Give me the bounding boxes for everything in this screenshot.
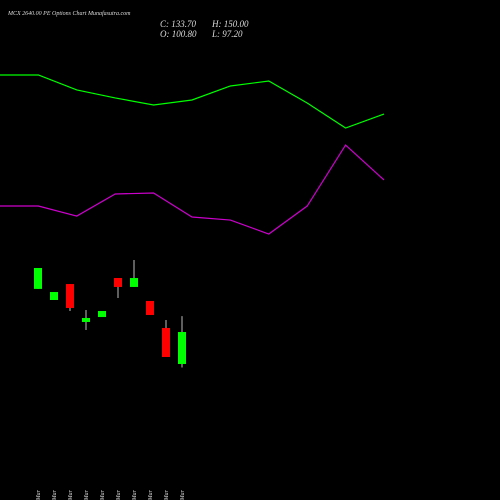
x-tick-label: 16 Mar [148, 489, 154, 500]
x-tick-label: 13 Mar [132, 489, 138, 500]
ohlc-low: L: 97.20 [211, 29, 243, 39]
x-tick-label: 18 Mar [180, 489, 186, 500]
ohlc-high: H: 150.00 [211, 19, 249, 29]
x-tick-label: 17 Mar [164, 489, 170, 500]
candle-body [34, 267, 42, 289]
candle-body [162, 328, 170, 358]
x-tick-label: 10 Mar [84, 489, 90, 500]
candle-body [178, 332, 186, 365]
x-tick-label: 11 Mar [100, 489, 106, 500]
ohlc-close: C: 133.70 [160, 19, 197, 29]
candle-body [130, 278, 138, 287]
candle-body [50, 292, 58, 300]
candle-body [98, 310, 106, 318]
indicator-line [0, 74, 385, 129]
candle-body [146, 300, 154, 315]
ohlc-open: O: 100.80 [160, 29, 197, 39]
chart-title: MCX 2640.00 PE Options Chart Munafasutra… [7, 10, 131, 17]
candle-body [66, 284, 74, 308]
x-tick-label: 09 Mar [68, 489, 74, 500]
x-tick-label: 05 Mar [52, 489, 58, 500]
candle-body [82, 317, 90, 322]
x-tick-label: 02 Mar [36, 489, 42, 500]
x-tick-label: 12 Mar [116, 489, 122, 500]
indicator-line [0, 144, 385, 235]
candle-body [114, 278, 122, 287]
